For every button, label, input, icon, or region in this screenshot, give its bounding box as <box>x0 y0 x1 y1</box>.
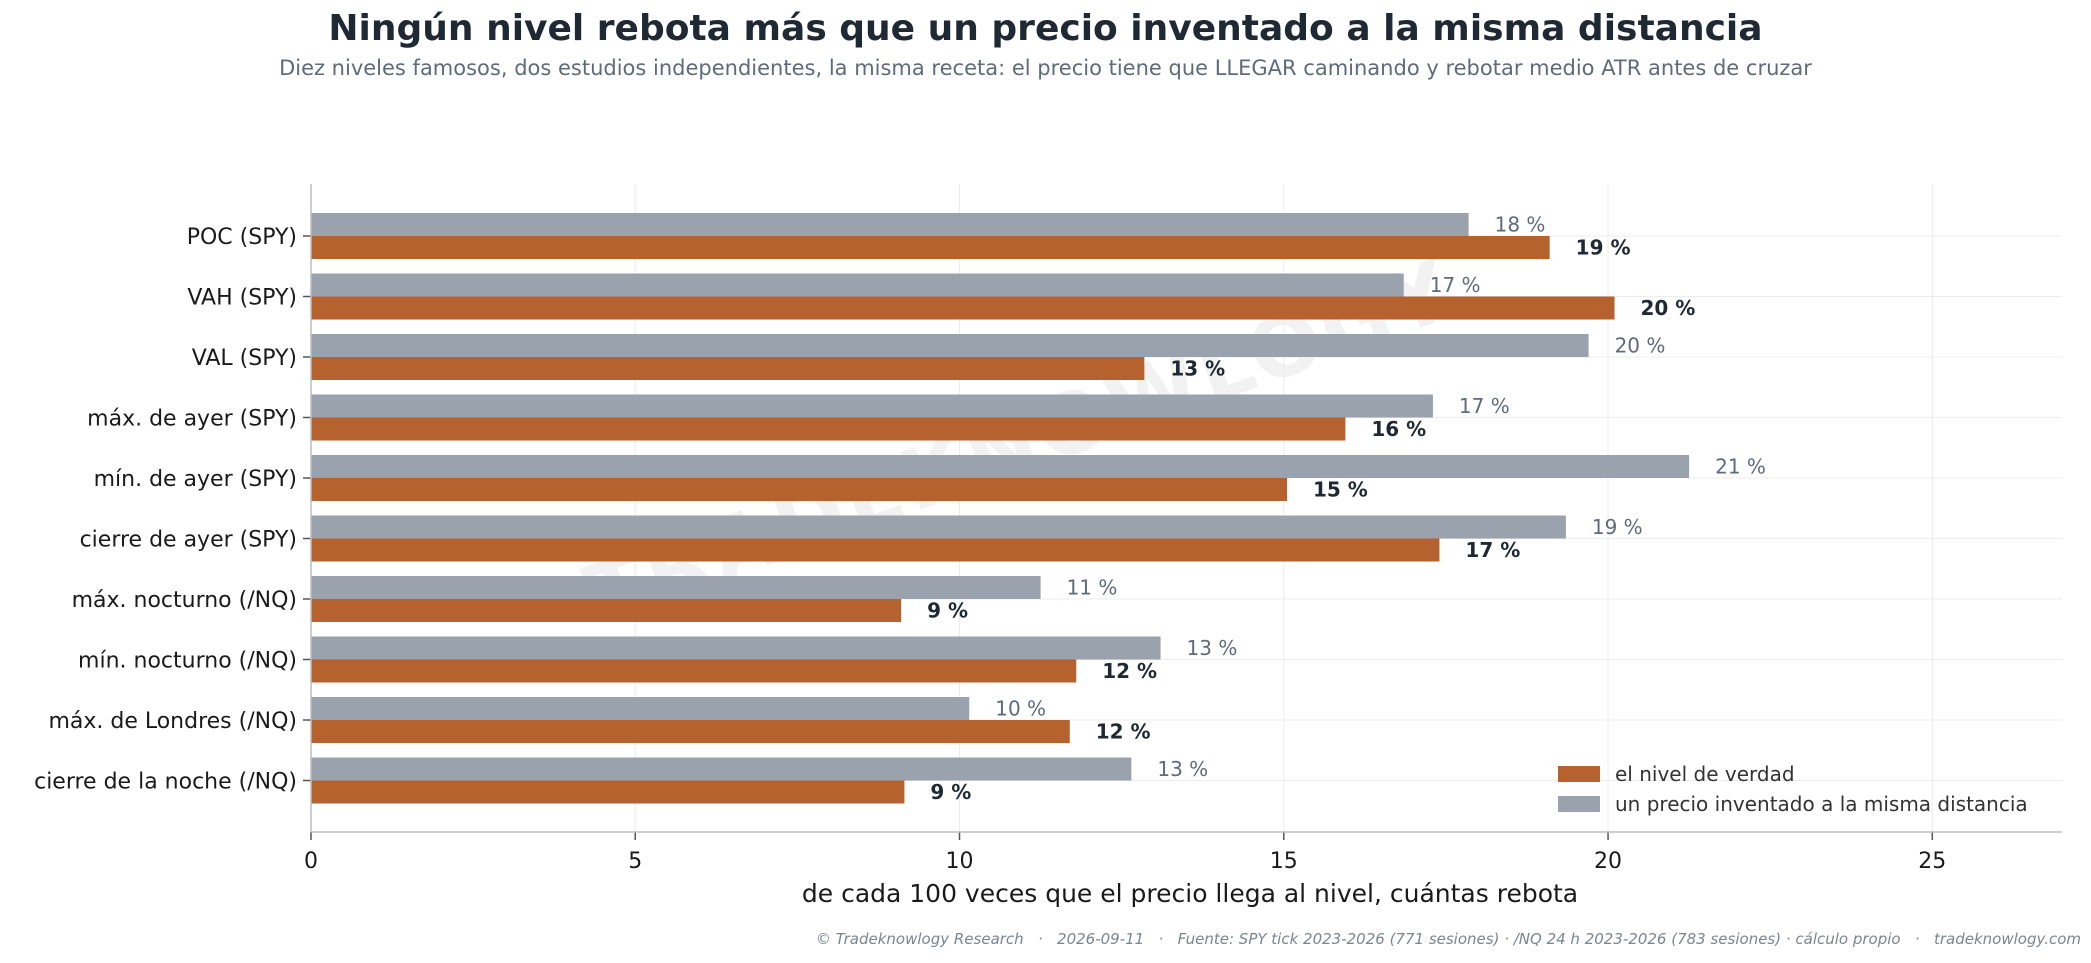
x-axis-label: de cada 100 veces que el precio llega al… <box>802 879 1578 908</box>
data-label-invented: 20 % <box>1615 334 1666 358</box>
bar-real <box>311 720 1070 743</box>
chart-subtitle: Diez niveles famosos, dos estudios indep… <box>279 56 1812 80</box>
x-tick-label: 10 <box>946 849 974 874</box>
bar-real <box>311 296 1615 320</box>
bar-real <box>311 236 1550 259</box>
x-tick-label: 15 <box>1270 849 1298 874</box>
bar-invented <box>311 697 970 720</box>
bar-real <box>311 538 1440 562</box>
bar-invented <box>311 757 1132 781</box>
bars-group: 18 % 19 % 17 % 20 % 20 % 13 % 17 % 16 % 21 % 15 %… <box>311 213 1766 804</box>
bar-invented <box>311 636 1161 660</box>
data-label-invented: 21 % <box>1715 455 1766 479</box>
bar-invented <box>311 213 1469 236</box>
data-label-invented: 10 % <box>995 697 1046 721</box>
category-label: VAH (SPY) <box>187 286 297 311</box>
bar-invented <box>311 334 1589 357</box>
data-label-real: 16 % <box>1371 417 1426 441</box>
category-label: POC (SPY) <box>187 225 297 250</box>
bar-real <box>311 780 905 804</box>
category-label: mín. de ayer (SPY) <box>94 467 297 492</box>
data-label-invented: 19 % <box>1592 515 1643 539</box>
category-label: cierre de ayer (SPY) <box>80 528 297 553</box>
bar-invented <box>311 273 1404 297</box>
legend-swatch <box>1558 766 1600 782</box>
data-label-invented: 13 % <box>1157 757 1208 781</box>
legend-label: un precio inventado a la misma distancia <box>1615 792 2028 816</box>
bar-real <box>311 599 902 622</box>
category-label: VAL (SPY) <box>192 346 297 371</box>
data-label-invented: 11 % <box>1067 576 1118 600</box>
x-tick-label: 0 <box>304 849 318 874</box>
category-label: máx. de Londres (/NQ) <box>48 709 297 734</box>
data-label-real: 17 % <box>1465 538 1520 562</box>
x-tick-label: 20 <box>1594 849 1622 874</box>
data-label-real: 12 % <box>1096 720 1151 744</box>
data-label-invented: 17 % <box>1459 394 1510 418</box>
data-label-real: 20 % <box>1641 296 1696 320</box>
data-label-invented: 18 % <box>1495 213 1546 237</box>
chart-title: Ningún nivel rebota más que un precio in… <box>328 8 1763 49</box>
axes: 0 5 10 15 20 25 POC (SPY) VAH (SPY) VAL (SPY) máx… <box>34 184 2062 874</box>
category-label: máx. de ayer (SPY) <box>87 407 297 432</box>
category-label: máx. nocturno (/NQ) <box>72 588 297 613</box>
data-label-real: 9 % <box>927 599 968 623</box>
legend: el nivel de verdad un precio inventado a … <box>1558 762 2028 816</box>
category-label: mín. nocturno (/NQ) <box>78 649 297 674</box>
footer-source: © Tradeknowlogy Research · 2026-09-11 · … <box>815 930 2081 948</box>
data-label-real: 15 % <box>1313 478 1368 502</box>
bar-invented <box>311 515 1566 539</box>
bar-invented <box>311 455 1690 478</box>
data-label-real: 13 % <box>1170 357 1225 381</box>
category-label: cierre de la noche (/NQ) <box>34 770 297 795</box>
bar-invented <box>311 576 1041 599</box>
bar-real <box>311 357 1145 380</box>
bar-real <box>311 417 1346 441</box>
data-label-invented: 17 % <box>1430 273 1481 297</box>
bar-real <box>311 478 1288 501</box>
data-label-real: 12 % <box>1102 659 1157 683</box>
legend-label: el nivel de verdad <box>1615 762 1795 786</box>
data-label-real: 9 % <box>930 780 971 804</box>
data-label-real: 19 % <box>1576 236 1631 260</box>
bar-invented <box>311 394 1433 418</box>
x-tick-label: 5 <box>628 849 642 874</box>
x-tick-label: 25 <box>1918 849 1946 874</box>
data-label-invented: 13 % <box>1187 636 1238 660</box>
bar-real <box>311 659 1077 683</box>
legend-swatch <box>1558 796 1600 812</box>
